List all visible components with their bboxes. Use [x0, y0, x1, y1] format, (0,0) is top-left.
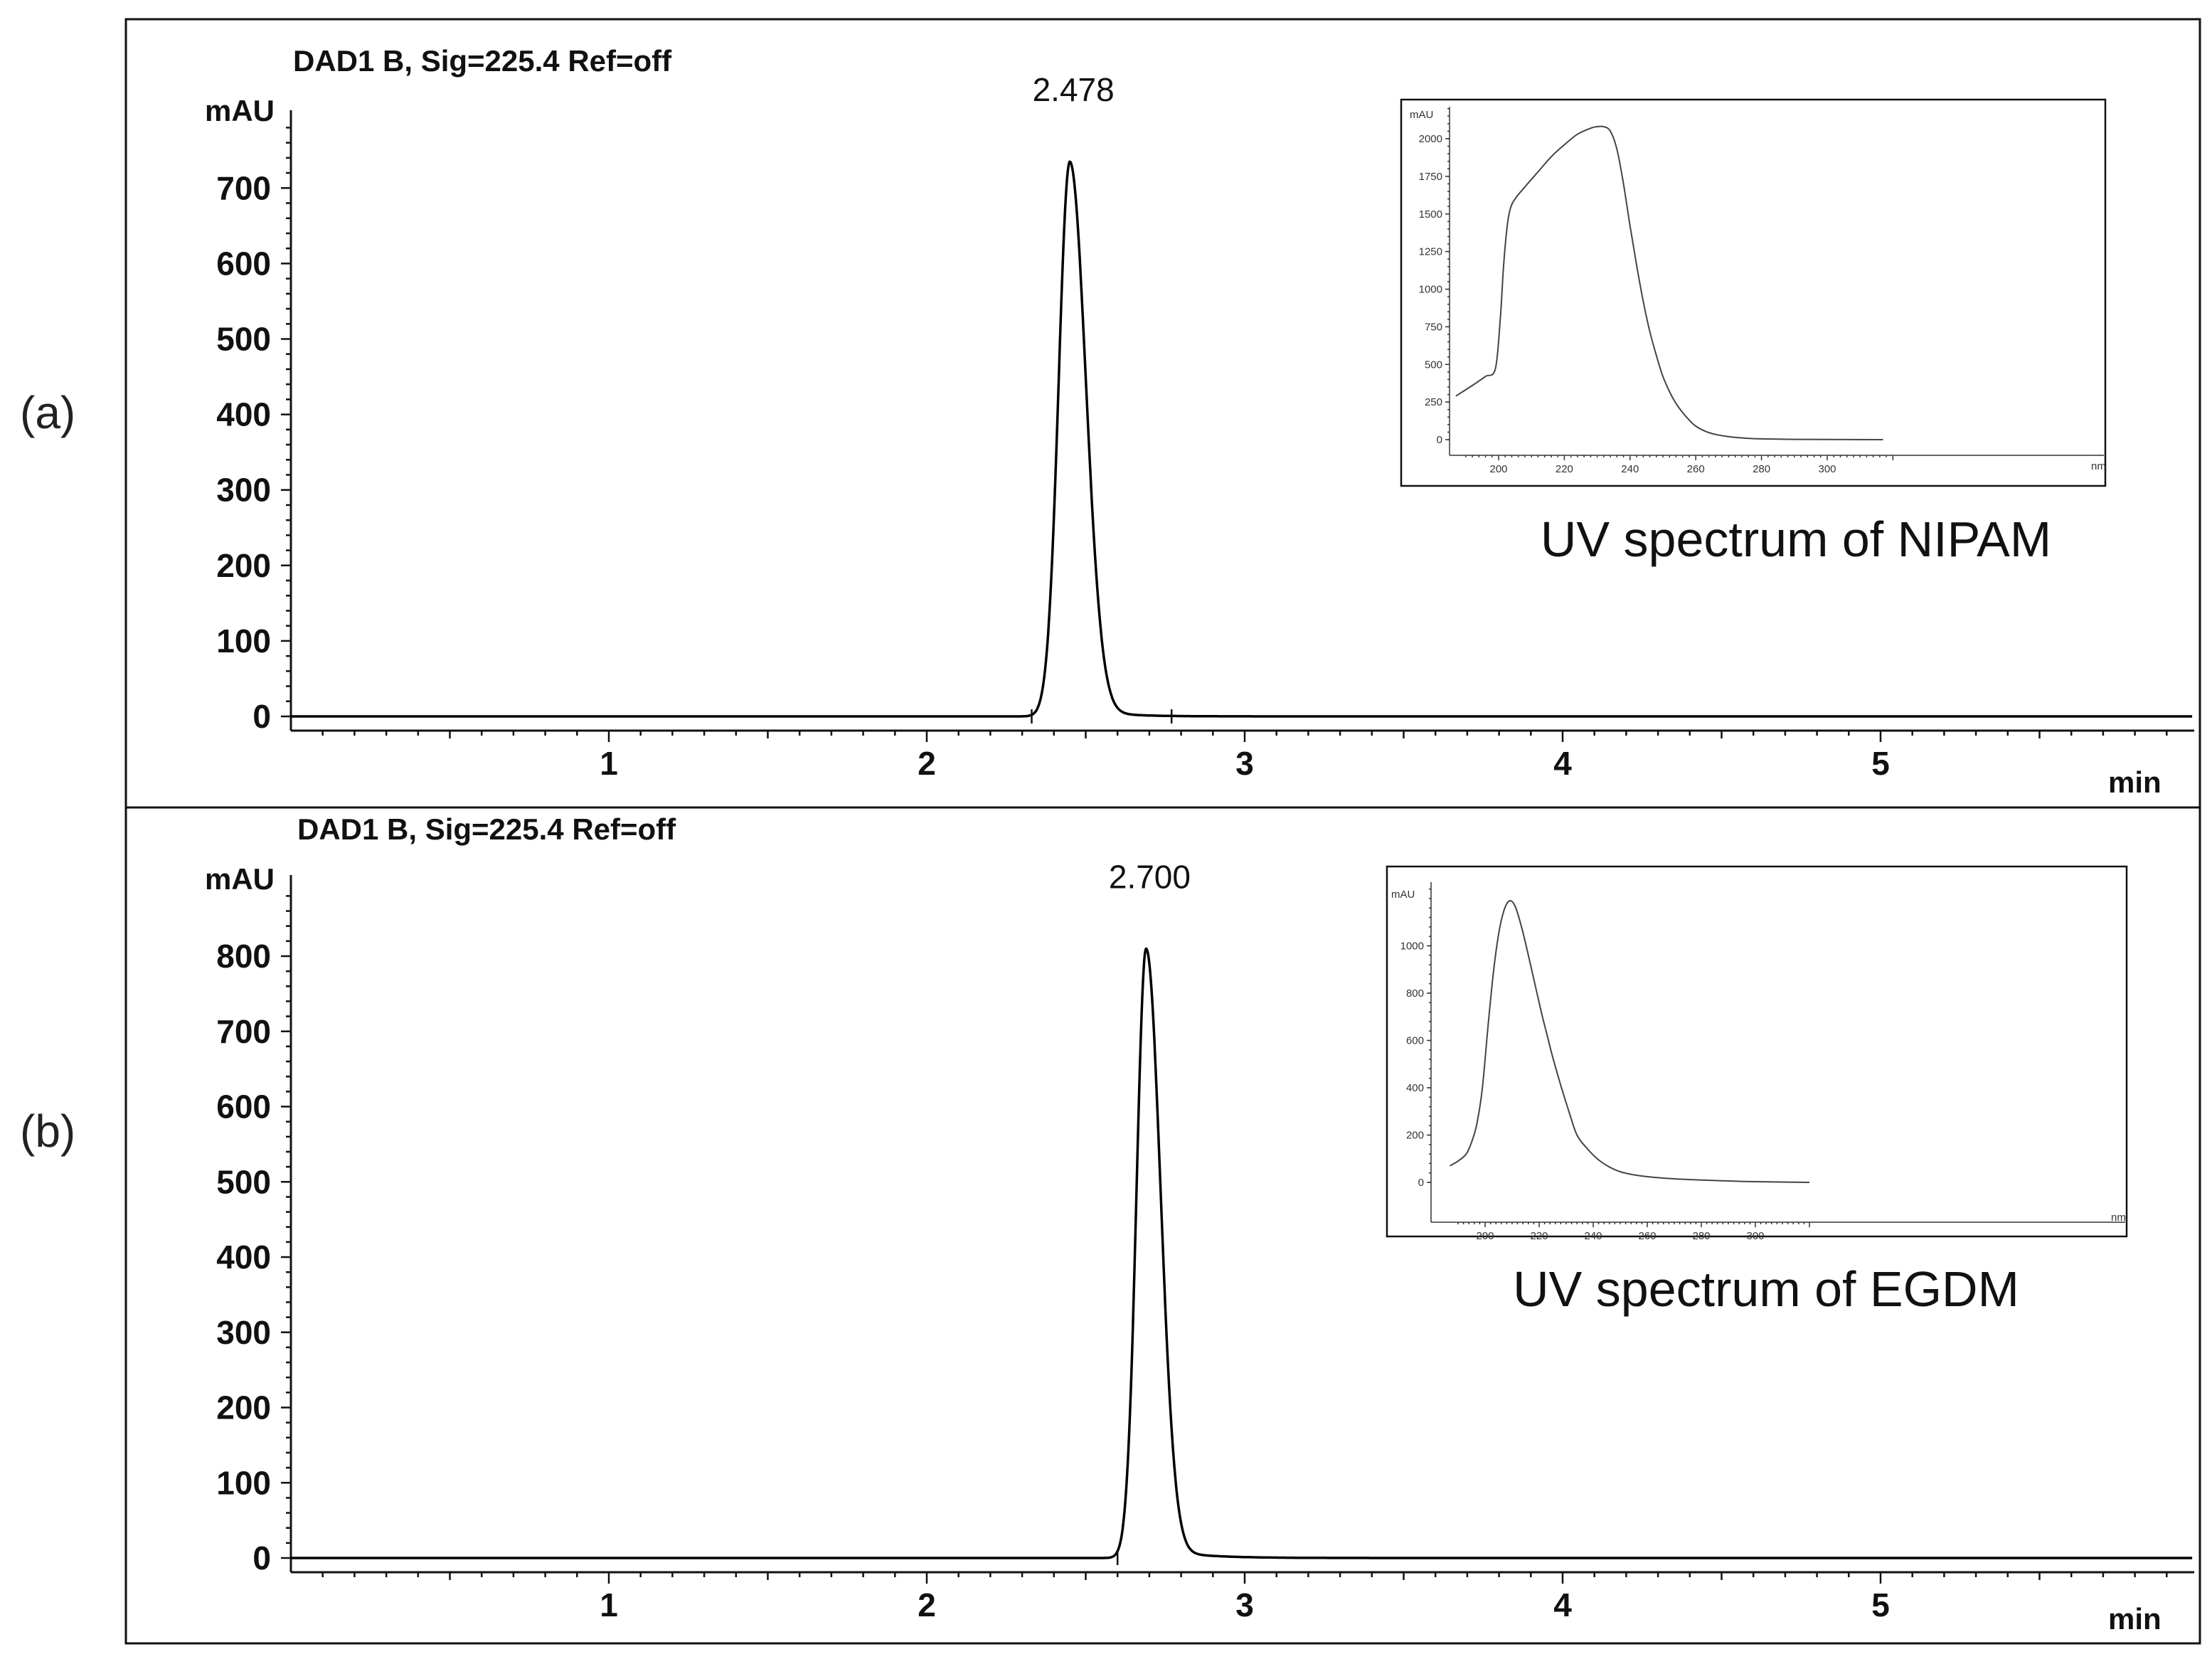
inset-x-tick-label: 260	[1687, 463, 1705, 475]
inset-y-tick-label: 1250	[1419, 246, 1442, 258]
y-tick-label: 200	[216, 1389, 271, 1426]
panel-a-y-axis: 0 100 200 300 400 500 600 700	[216, 110, 292, 735]
y-tick-label: 300	[216, 1314, 271, 1351]
inset-x-tick-label: 280	[1692, 1230, 1710, 1242]
inset-x-tick-label: 220	[1556, 463, 1573, 475]
y-tick-label: 400	[216, 1239, 271, 1276]
y-tick-label: 500	[216, 1163, 271, 1200]
panel-b-frame	[124, 806, 2201, 1645]
inset-y-tick-label: 2000	[1419, 133, 1442, 145]
x-tick-label: 5	[1871, 745, 1890, 782]
panel-a-frame	[124, 18, 2201, 809]
panel-a-inset: mAU nm 0 250 500 750 1000 1250 1500 1750 2000 200…	[1400, 98, 2107, 567]
inset-y-tick-label: 600	[1406, 1035, 1424, 1047]
y-tick-label: 0	[252, 1540, 271, 1576]
panel-a-signal-label: DAD1 B, Sig=225.4 Ref=off	[293, 44, 672, 78]
y-tick-label: 400	[216, 396, 271, 433]
y-tick-label: 200	[216, 547, 271, 584]
panel-b-chromatogram-trace	[290, 947, 2193, 1559]
panel-a-inset-spectrum-trace	[1455, 125, 1883, 440]
y-tick-label: 100	[216, 1464, 271, 1501]
y-tick-label: 500	[216, 321, 271, 358]
y-tick-label: 100	[216, 622, 271, 659]
inset-y-tick-label: 250	[1425, 396, 1442, 408]
panel-a-inset-caption: UV spectrum of NIPAM	[1541, 512, 2051, 567]
panel-a-y-unit: mAU	[205, 94, 275, 127]
inset-x-tick-label: 200	[1489, 463, 1507, 475]
x-tick-label: 2	[918, 745, 936, 782]
panel-b-signal-label: DAD1 B, Sig=225.4 Ref=off	[297, 812, 676, 846]
panel-b: (b) DAD1 B, Sig=225.4 Ref=off mAU min 01…	[20, 806, 2201, 1645]
panel-a-inset-axes: 0 250 500 750 1000 1250 1500 1750 2000 200 220 240 2…	[1419, 107, 2104, 475]
inset-x-tick-label: 240	[1584, 1230, 1602, 1242]
x-tick-label: 3	[1235, 1586, 1254, 1623]
inset-y-tick-label: 0	[1437, 434, 1442, 446]
panel-a-inset-frame	[1400, 98, 2107, 487]
panel-a-inset-x-unit: nm	[2091, 460, 2106, 472]
panel-a-x-axis: 1 2 3 4 5	[291, 729, 2194, 782]
panel-b-inset-y-unit: mAU	[1391, 889, 1415, 901]
inset-y-tick-label: 400	[1406, 1082, 1424, 1094]
panel-b-y-axis: 0 100 200 300 400 500 600 700 800	[216, 875, 292, 1576]
inset-x-tick-label: 220	[1530, 1230, 1548, 1242]
y-tick-label: 800	[216, 938, 271, 975]
inset-y-tick-label: 1000	[1419, 284, 1442, 296]
x-tick-label: 5	[1871, 1586, 1890, 1623]
y-tick-label: 0	[252, 698, 271, 735]
x-tick-label: 3	[1235, 745, 1254, 782]
panel-b-peak-label: 2.700	[1109, 858, 1191, 895]
x-tick-label: 1	[600, 1586, 618, 1623]
inset-y-tick-label: 1750	[1419, 171, 1442, 183]
panel-b-inset-axes: 0 200 400 600 800 1000 200 220 240 260 280 300	[1400, 882, 2125, 1242]
inset-y-tick-label: 800	[1406, 987, 1424, 1000]
inset-y-tick-label: 200	[1406, 1130, 1424, 1142]
inset-y-tick-label: 1000	[1400, 940, 1424, 953]
panel-a: (a) DAD1 B, Sig=225.4 Ref=off mAU min 01…	[20, 18, 2201, 809]
x-tick-label: 4	[1553, 1586, 1572, 1623]
inset-x-tick-label: 200	[1476, 1230, 1494, 1242]
panel-b-inset-frame	[1386, 865, 2128, 1238]
panel-b-inset-spectrum-trace	[1450, 900, 1810, 1183]
panel-b-label: (b)	[20, 1106, 75, 1157]
panel-b-inset-caption: UV spectrum of EGDM	[1513, 1261, 2019, 1317]
panel-b-inset: mAU nm 0 200 400 600 800 1000 200 220 240 260 280 3…	[1386, 865, 2128, 1317]
x-tick-label: 2	[918, 1586, 936, 1623]
inset-x-tick-label: 260	[1638, 1230, 1656, 1242]
panel-b-inset-x-unit: nm	[2111, 1212, 2126, 1224]
panel-a-label: (a)	[20, 387, 75, 438]
inset-y-tick-label: 750	[1425, 321, 1442, 333]
inset-y-tick-label: 1500	[1419, 208, 1442, 221]
panel-b-y-unit: mAU	[205, 862, 275, 896]
panel-a-chromatogram-trace	[290, 160, 2193, 718]
panel-a-inset-y-unit: mAU	[1410, 109, 1433, 121]
y-tick-label: 600	[216, 245, 271, 282]
panel-a-x-unit: min	[2108, 765, 2162, 799]
panel-b-x-axis: 1 2 3 4 5	[291, 1571, 2194, 1623]
y-tick-label: 700	[216, 169, 271, 206]
panel-b-x-unit: min	[2108, 1602, 2162, 1636]
panel-a-peak-label: 2.478	[1033, 71, 1115, 108]
inset-x-tick-label: 240	[1621, 463, 1639, 475]
y-tick-label: 700	[216, 1013, 271, 1050]
inset-x-tick-label: 280	[1753, 463, 1770, 475]
inset-y-tick-label: 500	[1425, 359, 1442, 371]
inset-x-tick-label: 300	[1746, 1230, 1764, 1242]
y-tick-label: 300	[216, 472, 271, 509]
y-tick-label: 600	[216, 1088, 271, 1125]
x-tick-label: 4	[1553, 745, 1572, 782]
inset-x-tick-label: 300	[1818, 463, 1836, 475]
inset-y-tick-label: 0	[1418, 1177, 1424, 1189]
x-tick-label: 1	[600, 745, 618, 782]
